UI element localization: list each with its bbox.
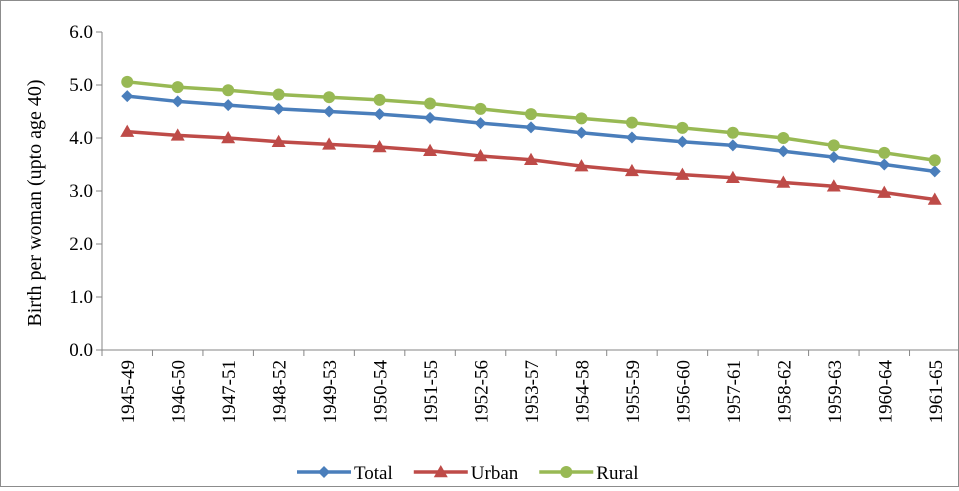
- legend-label: Rural: [596, 463, 638, 484]
- x-tick-label: 1949-53: [320, 360, 341, 423]
- data-point: [222, 99, 235, 112]
- legend: Total Urban Rural: [297, 463, 638, 484]
- data-point: [877, 185, 892, 198]
- series-lines: [120, 75, 942, 205]
- data-point: [323, 105, 336, 118]
- data-point: [318, 466, 330, 478]
- series-line: [127, 80, 936, 162]
- data-point: [271, 134, 286, 147]
- data-point: [120, 124, 135, 137]
- y-tick-label: 4.0: [69, 128, 93, 149]
- data-point: [373, 93, 386, 106]
- data-point: [928, 154, 941, 167]
- data-point: [474, 117, 487, 130]
- data-point: [574, 159, 589, 172]
- data-point: [777, 132, 790, 144]
- x-tick-label: 1955-59: [623, 360, 644, 423]
- data-point: [575, 126, 588, 139]
- data-point: [676, 135, 689, 148]
- y-tick-label: 2.0: [69, 234, 93, 255]
- data-point: [726, 126, 739, 139]
- data-point: [272, 88, 285, 101]
- legend-item-total: Total: [297, 463, 393, 484]
- data-point: [171, 81, 184, 94]
- data-point: [625, 116, 638, 129]
- series-urban: [120, 124, 942, 205]
- data-point: [625, 131, 638, 144]
- y-tick-label: 3.0: [69, 181, 93, 202]
- x-tick-label: 1945-49: [118, 360, 139, 423]
- data-point: [927, 192, 942, 205]
- data-point: [323, 91, 336, 104]
- data-point: [624, 163, 639, 177]
- x-tick-label: 1952-56: [472, 360, 493, 423]
- x-tick-label: 1948-52: [270, 360, 291, 423]
- data-point: [928, 165, 941, 178]
- data-point: [777, 145, 790, 158]
- x-tick-label: 1951-55: [421, 360, 442, 423]
- x-tick-label: 1959-63: [825, 360, 846, 423]
- y-tick-label: 0.0: [69, 340, 93, 361]
- data-point: [525, 108, 537, 121]
- legend-item-urban: Urban: [413, 463, 519, 484]
- data-point: [776, 175, 791, 188]
- x-tick-label: 1957-61: [724, 360, 745, 423]
- x-tick-label: 1954-58: [572, 360, 593, 423]
- series-total: [121, 90, 941, 178]
- data-point: [221, 131, 236, 144]
- data-point: [473, 149, 488, 162]
- data-point: [322, 137, 337, 150]
- data-point: [372, 140, 387, 153]
- data-point: [675, 167, 690, 180]
- series-rural: [121, 75, 941, 167]
- data-point: [726, 139, 739, 152]
- data-point: [524, 152, 538, 165]
- data-point: [878, 146, 891, 159]
- data-point: [272, 102, 285, 115]
- x-tick-label: 1958-62: [774, 360, 795, 423]
- data-point: [121, 75, 134, 88]
- x-tick-label: 1946-50: [169, 360, 190, 423]
- y-axis-ticks: 0.0 1.0 2.0 3.0 4.0 5.0 6.0: [69, 22, 102, 361]
- data-point: [525, 121, 537, 134]
- data-point: [827, 151, 840, 164]
- data-point: [827, 139, 840, 152]
- legend-label: Urban: [471, 463, 519, 484]
- x-tick-label: 1956-60: [673, 360, 694, 423]
- y-tick-label: 5.0: [69, 75, 93, 96]
- data-point: [433, 465, 448, 478]
- data-point: [373, 108, 386, 121]
- data-point: [474, 102, 487, 115]
- x-tick-label: 1960-64: [875, 360, 896, 424]
- y-axis-title: Birth per woman (upto age 40): [24, 79, 46, 326]
- data-point: [222, 84, 235, 97]
- y-tick-label: 1.0: [69, 287, 93, 308]
- legend-label: Total: [354, 463, 393, 484]
- x-tick-label: 1953-57: [522, 360, 543, 423]
- data-point: [725, 170, 740, 183]
- data-point: [560, 466, 573, 478]
- data-point: [676, 121, 689, 134]
- data-point: [171, 95, 184, 108]
- legend-item-rural: Rural: [539, 463, 638, 484]
- data-point: [423, 143, 438, 156]
- data-point: [826, 179, 841, 192]
- data-point: [575, 112, 588, 125]
- data-point: [424, 111, 437, 124]
- y-tick-label: 6.0: [69, 22, 93, 43]
- data-point: [424, 97, 437, 110]
- x-axis-ticks: 1945-49 1946-50 1947-51 1948-52 1949-53 1950-…: [101, 350, 947, 424]
- x-tick-label: 1961-65: [926, 360, 947, 423]
- x-tick-label: 1950-54: [371, 360, 392, 424]
- data-point: [170, 128, 185, 141]
- data-point: [878, 158, 891, 171]
- data-point: [121, 90, 134, 103]
- x-tick-label: 1947-51: [219, 360, 240, 423]
